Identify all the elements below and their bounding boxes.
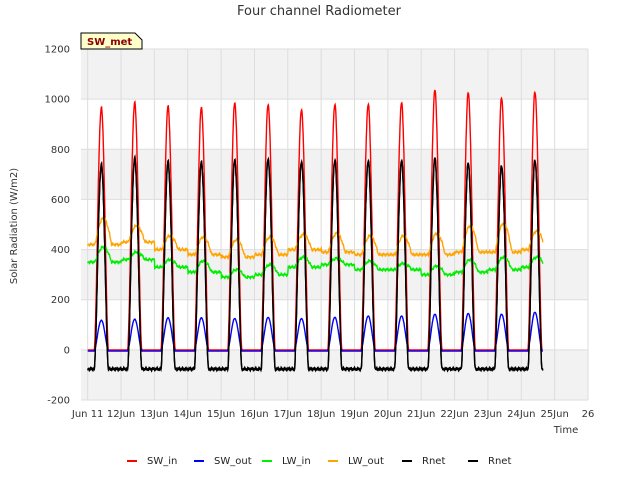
- legend-label-1: SW_out: [214, 456, 252, 467]
- x-axis-label: Time: [553, 425, 578, 436]
- x-tick-label-14: 25Jun: [540, 409, 568, 420]
- x-tick-label-7: 18Jun: [307, 409, 335, 420]
- x-axis-ticks: Jun 11 12Jun 13Jun 14Jun 15Jun 16Jun 17Jun 18Ju…: [71, 409, 594, 420]
- chart-title: Four channel Radiometer: [237, 4, 402, 19]
- y-tick-label-6: 1000: [45, 95, 70, 106]
- x-tick-label-2: 13Jun: [140, 409, 168, 420]
- plot-area: [81, 49, 588, 400]
- x-tick-label-11: 22Jun: [440, 409, 468, 420]
- shaded-band-0: [81, 349, 588, 400]
- x-tick-label-8: 19Jun: [340, 409, 368, 420]
- x-tick-label-15: 26: [582, 409, 595, 420]
- x-tick-label-12: 23Jun: [474, 409, 502, 420]
- x-tick-label-3: 14Jun: [174, 409, 202, 420]
- x-tick-label-5: 16Jun: [240, 409, 268, 420]
- x-tick-label-0: Jun 11: [71, 409, 104, 420]
- series-line-lw_out-3: [87, 216, 544, 261]
- shaded-band-2: [81, 149, 588, 200]
- series-line-rnet-5: [87, 155, 544, 373]
- y-tick-label-3: 400: [51, 245, 70, 256]
- x-tick-label-4: 15Jun: [207, 409, 235, 420]
- x-tick-label-10: 21Jun: [407, 409, 435, 420]
- y-axis-label: Solar Radiation (W/m2): [9, 168, 20, 284]
- legend-label-5: Rnet: [488, 456, 511, 467]
- y-axis-ticks: -200 0 200 400 600 800 1000 1200: [45, 45, 70, 407]
- legend-label-2: LW_in: [282, 456, 311, 467]
- legend-label-4: Rnet: [422, 456, 445, 467]
- shaded-band-3: [81, 49, 588, 100]
- series-line-sw_out-1: [87, 311, 543, 352]
- background-bands: [81, 49, 588, 400]
- site-badge-box: [80, 32, 143, 50]
- x-tick-label-9: 20Jun: [374, 409, 402, 420]
- y-tick-label-7: 1200: [45, 45, 70, 56]
- site-badge: SW_met: [80, 32, 143, 50]
- series-layer: [87, 89, 544, 373]
- legend-label-0: SW_in: [147, 456, 177, 467]
- x-tick-label-6: 17Jun: [274, 409, 302, 420]
- series-line-sw_in-0: [87, 89, 543, 351]
- x-tick-label-1: 12Jun: [107, 409, 135, 420]
- shaded-band-1: [81, 249, 588, 300]
- legend: SW_in SW_out LW_in LW_out Rnet Rnet: [127, 456, 511, 467]
- x-tick-label-13: 24Jun: [507, 409, 535, 420]
- site-badge-label: SW_met: [87, 37, 132, 48]
- legend-label-3: LW_out: [348, 456, 384, 467]
- y-tick-label-4: 600: [51, 195, 70, 206]
- y-tick-label-2: 200: [51, 295, 70, 306]
- y-tick-label-1: 0: [64, 345, 70, 356]
- y-tick-label-5: 800: [51, 145, 70, 156]
- series-line-lw_in-2: [87, 245, 544, 281]
- y-tick-label-0: -200: [47, 396, 70, 407]
